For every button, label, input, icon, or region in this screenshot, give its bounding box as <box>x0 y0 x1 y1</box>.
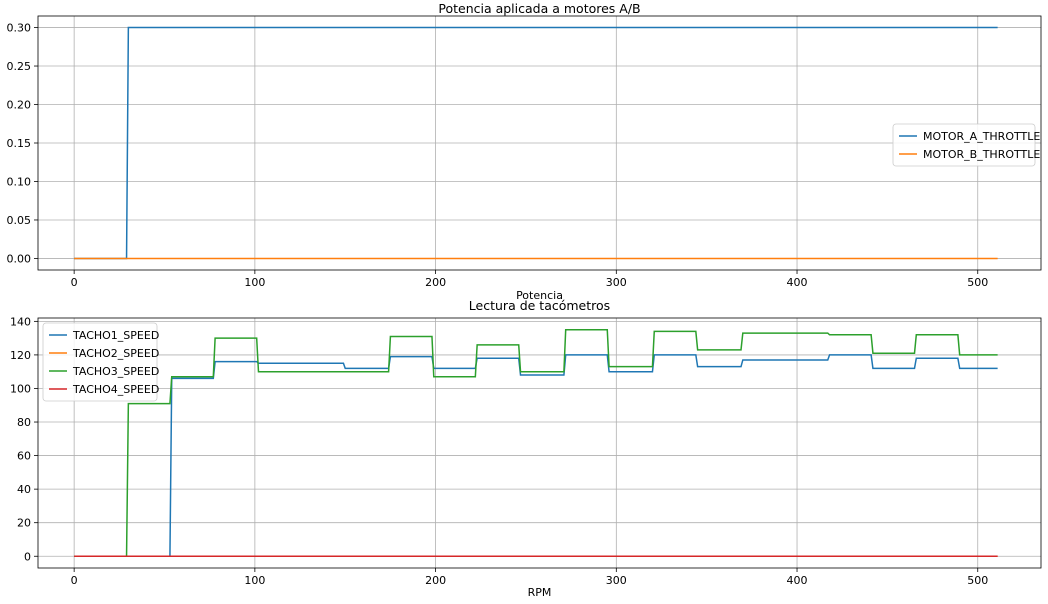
legend: TACHO1_SPEED TACHO2_SPEED TACHO3_SPEED TACH… <box>42 322 159 402</box>
legend-label: TACHO3_SPEED <box>72 365 159 378</box>
y-tick-label: 140 <box>10 315 31 328</box>
x-tick-label: 100 <box>244 574 265 587</box>
series-line-tacho3-speed <box>74 328 998 558</box>
legend-box <box>892 123 1036 167</box>
y-tick-label: 120 <box>10 349 31 362</box>
y-tick-label: 40 <box>17 483 31 496</box>
chart-1: 0 100 200 300 400 500 0.00 0.05 0.10 0.15 0.20 0.25… <box>7 1 1042 302</box>
x-axis-label: RPM <box>528 586 552 599</box>
x-tick-label: 500 <box>967 574 988 587</box>
x-tick-label: 0 <box>71 276 78 289</box>
y-tick-label: 0.20 <box>7 99 32 112</box>
y-tick-label: 0.05 <box>7 214 32 227</box>
y-tick-label: 60 <box>17 450 31 463</box>
chart-title: Lectura de tacómetros <box>469 298 610 313</box>
x-axis-label: Potencia <box>516 289 563 302</box>
legend-box <box>42 322 158 402</box>
y-tick-label: 0.25 <box>7 60 32 73</box>
legend-label: TACHO1_SPEED <box>72 329 159 342</box>
x-tick-label: 400 <box>787 574 808 587</box>
chart-title: Potencia aplicada a motores A/B <box>438 1 640 16</box>
legend-label: TACHO2_SPEED <box>72 347 159 360</box>
y-tick-label: 0 <box>24 550 31 563</box>
y-tick-label: 80 <box>17 416 31 429</box>
y-tick-label: 100 <box>10 382 31 395</box>
legend-label: TACHO4_SPEED <box>72 383 159 396</box>
x-tick-label: 300 <box>606 574 627 587</box>
y-tick-label: 0.00 <box>7 252 32 265</box>
legend: MOTOR_A_THROTTLE MOTOR_B_THROTTLE <box>892 123 1040 167</box>
x-tick-label: 500 <box>967 276 988 289</box>
x-tick-label: 100 <box>244 276 265 289</box>
y-tick-label: 0.30 <box>7 22 32 35</box>
y-tick-label: 0.10 <box>7 175 32 188</box>
chart-2: 0 100 200 300 400 500 0 20 40 60 80 100 120 140 Lectur… <box>10 298 1042 599</box>
legend-label: MOTOR_B_THROTTLE <box>923 148 1040 161</box>
x-tick-label: 200 <box>425 574 446 587</box>
y-tick-label: 20 <box>17 517 31 530</box>
x-tick-label: 200 <box>425 276 446 289</box>
x-tick-label: 0 <box>71 574 78 587</box>
x-tick-label: 400 <box>787 276 808 289</box>
y-tick-label: 0.15 <box>7 137 32 150</box>
plot-frame <box>37 317 1042 569</box>
x-tick-label: 300 <box>606 276 627 289</box>
legend-label: MOTOR_A_THROTTLE <box>923 130 1040 143</box>
